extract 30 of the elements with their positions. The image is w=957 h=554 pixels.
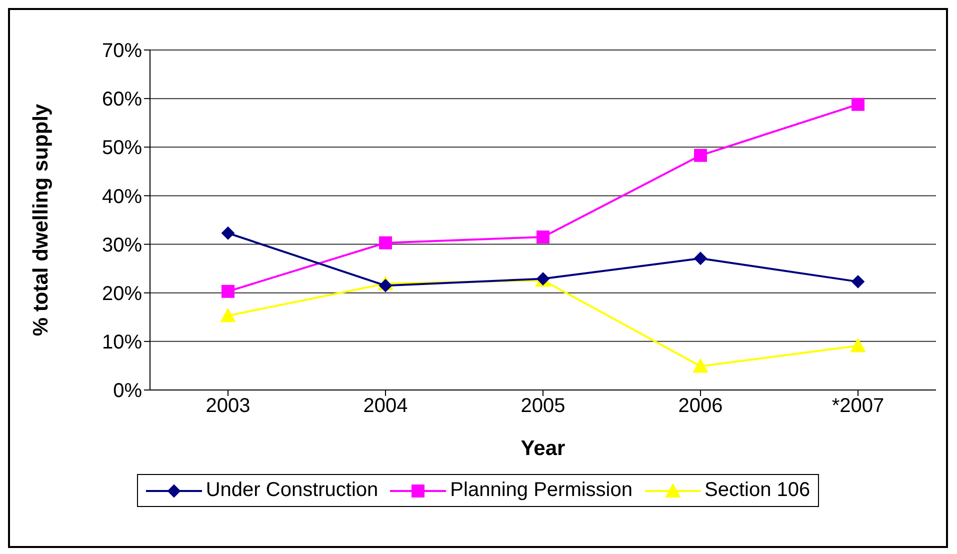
x-tick-label: *2007 [832, 395, 884, 418]
legend-label: Under Construction [204, 479, 378, 502]
x-tick-label: 2003 [206, 395, 250, 418]
legend-label: Planning Permission [449, 479, 632, 502]
point [852, 98, 864, 111]
x-tick-label: 2005 [520, 395, 566, 418]
y-tick-label: 50% [102, 137, 142, 160]
point [222, 284, 234, 298]
point [852, 275, 864, 288]
y-tick-label: 0% [113, 380, 142, 402]
point [693, 358, 708, 373]
point [536, 230, 550, 244]
y-tick-label: 30% [102, 234, 142, 256]
y-tick-label: 60% [102, 88, 142, 111]
y-tick-label: 10% [102, 332, 142, 354]
y-tick-label: 70% [102, 40, 142, 62]
x-tick-label: 2006 [678, 395, 723, 418]
point [220, 308, 236, 322]
point [850, 338, 866, 352]
y-tick-label: 20% [102, 282, 142, 305]
x-tick-label: 2004 [363, 395, 408, 418]
y-tick-label: 40% [102, 186, 142, 208]
legend-label: Section 106 [704, 479, 810, 502]
y-axis-title: % total dwelling supply [29, 104, 52, 336]
point [379, 279, 392, 292]
point [222, 226, 234, 240]
point [379, 236, 392, 250]
point [694, 148, 707, 162]
x-axis-title: Year [520, 437, 566, 460]
point [694, 252, 707, 265]
